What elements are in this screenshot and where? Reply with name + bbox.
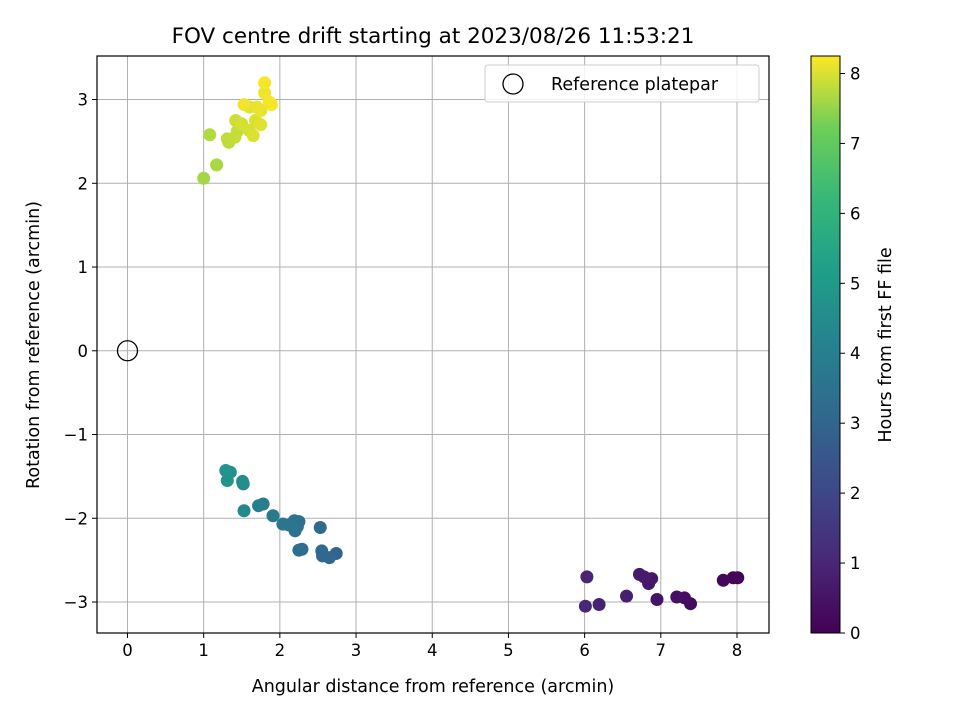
data-point (258, 76, 272, 90)
plot-frame (96, 55, 770, 634)
data-point (578, 599, 592, 613)
x-tick-label: 2 (275, 641, 286, 660)
data-point (203, 128, 217, 142)
colorbar-ticks: 0 1 2 3 4 5 6 7 8 (840, 64, 861, 643)
data-point (220, 474, 234, 488)
data-point (315, 544, 329, 558)
x-tick-label: 7 (656, 641, 667, 660)
colorbar-label: Hours from first FF file (876, 247, 896, 442)
legend-box (484, 64, 760, 103)
colorbar-tick-label: 5 (850, 274, 861, 293)
data-point (237, 504, 251, 518)
data-point (670, 590, 684, 604)
data-point (246, 129, 260, 143)
x-axis-ticks: 0 1 2 3 4 5 6 7 8 (122, 633, 742, 660)
colorbar-tick-label: 3 (850, 414, 861, 433)
data-point (266, 509, 280, 523)
data-point (197, 171, 211, 185)
x-tick-label: 8 (732, 641, 743, 660)
colorbar-tick-label: 2 (850, 484, 861, 503)
colorbar-tick-label: 0 (850, 624, 861, 643)
legend: Reference platepar (484, 64, 760, 103)
y-tick-label: −2 (64, 509, 88, 528)
colorbar-tick-label: 4 (850, 344, 861, 363)
legend-marker (502, 73, 524, 95)
x-tick-label: 1 (198, 641, 209, 660)
y-tick-label: 1 (78, 258, 89, 277)
data-point (236, 474, 250, 488)
data-point (620, 589, 634, 603)
colorbar-tick-label: 7 (850, 134, 861, 153)
colorbar-tick-label: 1 (850, 554, 861, 573)
data-point (313, 520, 327, 534)
data-point (276, 517, 290, 531)
reference-point (116, 340, 139, 362)
data-point (264, 98, 278, 112)
x-axis-label: Angular distance from reference (arcmin) (252, 677, 615, 697)
data-point (650, 593, 664, 607)
x-tick-label: 0 (122, 641, 133, 660)
y-tick-label: −1 (64, 426, 88, 445)
data-point (210, 158, 224, 172)
x-tick-label: 6 (579, 641, 590, 660)
legend-label: Reference platepar (551, 75, 719, 95)
y-axis-ticks: −3 −2 −1 0 1 2 3 (64, 91, 97, 612)
y-tick-label: 3 (78, 91, 89, 110)
data-point (252, 499, 266, 513)
data-points (116, 76, 745, 613)
x-tick-label: 3 (351, 641, 362, 660)
data-point (219, 464, 233, 478)
colorbar-tick-label: 8 (850, 64, 861, 83)
data-point (237, 98, 251, 112)
data-point (632, 567, 646, 581)
chart-title: FOV centre drift starting at 2023/08/26 … (172, 24, 695, 49)
data-point (292, 543, 306, 557)
colorbar (810, 55, 841, 634)
y-axis-label: Rotation from reference (arcmin) (24, 201, 44, 489)
data-point (580, 570, 594, 584)
y-tick-label: −3 (64, 593, 88, 612)
data-point (254, 118, 268, 132)
colorbar-tick-label: 6 (850, 204, 861, 223)
data-point (254, 103, 268, 117)
data-point (726, 571, 740, 585)
data-point (592, 598, 606, 612)
x-tick-label: 5 (503, 641, 514, 660)
data-point (716, 573, 730, 587)
y-tick-label: 2 (78, 174, 89, 193)
x-tick-label: 4 (427, 641, 438, 660)
y-tick-label: 0 (78, 342, 89, 361)
grid-lines (97, 56, 769, 633)
